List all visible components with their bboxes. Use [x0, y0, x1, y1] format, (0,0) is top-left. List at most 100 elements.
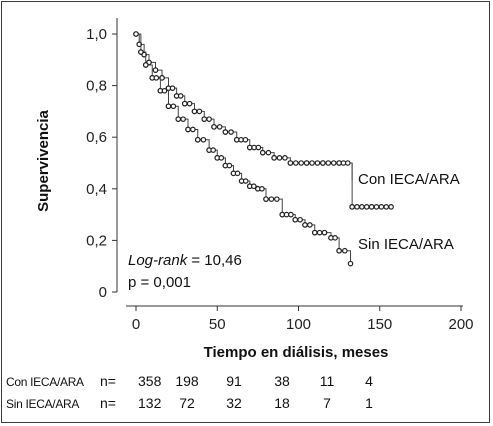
series-point-1	[138, 49, 144, 55]
logrank-value: = 10,46	[187, 252, 242, 269]
series-point-0	[186, 100, 193, 107]
series-point-1	[321, 229, 328, 236]
series-point-1	[218, 155, 225, 161]
series-point-1	[210, 147, 216, 153]
series-point-1	[297, 216, 303, 223]
series-point-0	[276, 155, 283, 161]
series-point-1	[259, 186, 265, 192]
series-point-0	[287, 160, 294, 166]
series-layer	[133, 31, 394, 267]
series-point-0	[383, 204, 390, 210]
p-value-annotation: p = 0,001	[128, 274, 191, 291]
series-point-1	[242, 178, 249, 184]
series-point-0	[271, 155, 277, 161]
risk-value: 4	[365, 373, 373, 389]
series-point-1	[142, 62, 149, 68]
series-point-1	[307, 222, 313, 228]
series-point-1	[133, 31, 139, 37]
risk-row-label: Sin IECA/ARA	[6, 397, 79, 411]
series-point-0	[303, 160, 310, 166]
series-point-0	[292, 160, 299, 166]
risk-row-n-label: n=	[100, 373, 116, 389]
x-ticks: 0 50 100 150 200	[132, 306, 474, 333]
series-point-1	[180, 116, 186, 122]
x-tick-label: 200	[448, 316, 473, 333]
risk-value: 91	[226, 373, 242, 389]
series-point-1	[263, 196, 269, 202]
series-point-0	[325, 160, 332, 166]
series-point-1	[185, 126, 191, 133]
series-point-0	[228, 129, 234, 135]
series-point-1	[251, 183, 257, 190]
y-tick-label: 0,2	[86, 232, 107, 249]
x-axis-title: Tiempo en diálisis, meses	[204, 344, 389, 361]
series-point-0	[211, 124, 217, 130]
series-point-1	[342, 247, 348, 254]
series-point-0	[216, 124, 223, 130]
series-point-0	[206, 116, 212, 122]
series-point-1	[288, 211, 294, 218]
risk-value: 11	[320, 373, 335, 389]
series-point-0	[344, 160, 351, 166]
series-point-0	[259, 149, 266, 156]
series-point-0	[169, 85, 176, 91]
series-point-1	[194, 136, 201, 143]
series-point-0	[349, 204, 355, 210]
series-point-0	[314, 160, 321, 166]
series-point-0	[298, 160, 305, 166]
series-point-1	[268, 196, 275, 202]
series-point-0	[177, 93, 184, 99]
series-point-0	[368, 204, 375, 210]
series-point-0	[354, 204, 360, 210]
risk-value: 1	[365, 395, 373, 411]
risk-value: 18	[274, 395, 290, 411]
series-label-sin: Sin IECA/ARA	[358, 236, 454, 253]
series-point-0	[388, 204, 394, 210]
x-tick-label: 50	[209, 316, 226, 333]
risk-table: Con IECA/ARA n= Sin IECA/ARA n= 358 198 91…	[6, 373, 373, 411]
series-point-1	[175, 116, 182, 122]
series-point-0	[201, 116, 208, 122]
risk-value: 32	[226, 395, 242, 411]
series-point-0	[363, 204, 370, 210]
series-point-1	[274, 196, 280, 202]
risk-row-label: Con IECA/ARA	[6, 375, 84, 389]
series-point-0	[136, 41, 143, 48]
series-point-0	[320, 160, 326, 166]
series-point-1	[170, 103, 177, 110]
series-point-0	[152, 67, 159, 73]
risk-value: 198	[175, 373, 199, 389]
risk-row-n-label: n=	[100, 395, 116, 411]
series-point-0	[191, 108, 198, 115]
series-line-1	[136, 33, 351, 264]
series-point-0	[330, 160, 337, 166]
series-point-0	[222, 129, 229, 135]
y-tick-label: 0,8	[86, 78, 107, 95]
series-point-0	[378, 204, 385, 210]
risk-value: 72	[179, 395, 195, 411]
series-point-1	[336, 247, 342, 254]
series-point-1	[316, 229, 323, 236]
logrank-annotation: Log-rank = 10,46	[128, 252, 242, 269]
y-tick-label: 0,4	[86, 181, 107, 198]
y-ticks: 0 0,2 0,4 0,6 0,8 1,0	[86, 26, 117, 301]
series-point-1	[190, 126, 196, 133]
risk-value: 38	[274, 373, 290, 389]
series-point-0	[181, 100, 188, 107]
risk-value: 7	[323, 395, 331, 411]
series-point-1	[302, 222, 308, 228]
series-point-1	[234, 170, 241, 177]
series-point-0	[196, 108, 203, 115]
series-point-0	[309, 160, 315, 166]
series-point-1	[226, 162, 233, 169]
logrank-label: Log-rank	[128, 252, 189, 269]
series-point-0	[265, 149, 272, 156]
y-tick-label: 0	[99, 284, 107, 301]
y-axis-title: Supervivencia	[35, 109, 52, 211]
series-point-0	[282, 155, 288, 161]
series-point-1	[347, 260, 354, 267]
y-tick-label: 0,6	[86, 129, 107, 146]
x-tick-label: 0	[132, 316, 140, 333]
